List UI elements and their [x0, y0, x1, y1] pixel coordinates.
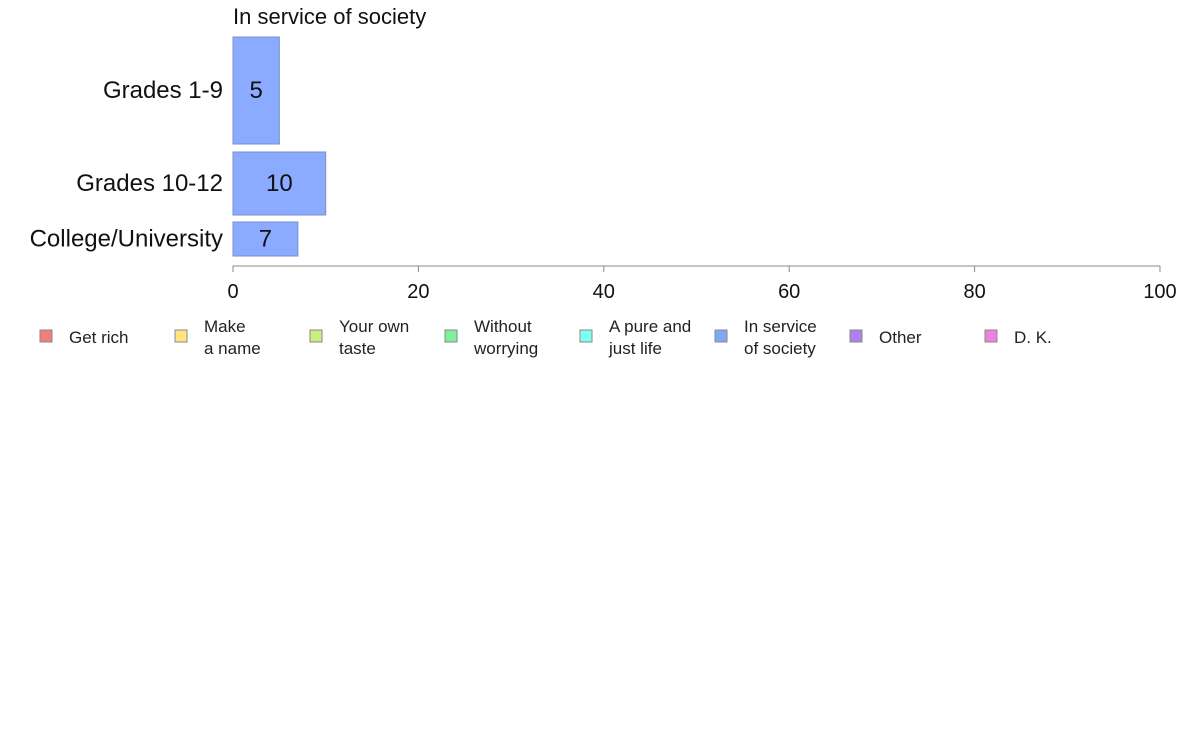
legend-swatch [579, 329, 593, 343]
legend-label: A pure and just life [608, 317, 691, 358]
legend-swatch [174, 329, 188, 343]
x-tick-label: 60 [778, 281, 800, 303]
bar [232, 151, 327, 216]
chart-title: In service of society [233, 4, 426, 29]
bar-value-label: 7 [259, 226, 272, 253]
x-tick-label: 0 [227, 281, 238, 303]
legend-label: Make a name [204, 317, 261, 358]
bar [232, 36, 280, 145]
legend-swatch [309, 329, 323, 343]
x-tick-label: 100 [1143, 281, 1176, 303]
legend-label: Without worrying [473, 317, 538, 358]
legend-label: Other [879, 328, 922, 347]
legend-swatch [444, 329, 458, 343]
x-tick-label: 20 [407, 281, 429, 303]
legend-label: Get rich [69, 328, 129, 347]
category-label: Grades 10-12 [76, 170, 223, 197]
bar-value-label: 5 [249, 77, 262, 104]
category-label: Grades 1-9 [103, 77, 223, 104]
x-axis: 0 20 40 60 80 100 [227, 265, 1177, 303]
legend-swatch [849, 329, 863, 343]
legend: Get rich Make a name Your own taste Without wo… [39, 317, 1052, 358]
legend-swatch [39, 329, 53, 343]
x-tick-label: 80 [963, 281, 985, 303]
bar-value-label: 10 [266, 170, 293, 197]
x-tick-label: 40 [593, 281, 615, 303]
bars-group: 5 Grades 1-9 10 Grades 10-12 7 College/Univer… [30, 36, 327, 257]
legend-label: In service of society [744, 317, 817, 358]
bar [232, 221, 299, 257]
category-label: College/University [30, 226, 223, 253]
legend-label: D. K. [1014, 328, 1052, 347]
legend-label: Your own taste [339, 317, 409, 358]
legend-swatch [984, 329, 998, 343]
legend-swatch [714, 329, 728, 343]
